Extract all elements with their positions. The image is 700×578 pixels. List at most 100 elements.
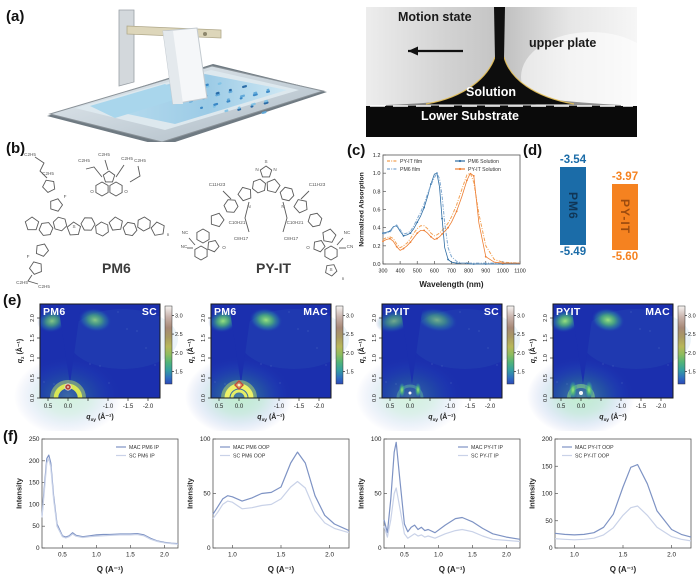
axis-label: Q (A⁻¹) <box>610 565 637 574</box>
series-py-it-film <box>382 172 521 264</box>
colorbar-tick-label: 2.0 <box>346 351 354 357</box>
x-tick-label: 1000 <box>497 269 509 275</box>
x-axis: 0.5 1.0 1.5 2.0 <box>400 545 511 559</box>
y-tick-label: 150 <box>29 480 40 487</box>
substituent-label: S <box>72 224 75 229</box>
giwaxs-scatter-pattern <box>356 303 520 436</box>
y-tick-label: 0.0 <box>201 394 207 402</box>
legend-label: SC PY-IT OOP <box>575 453 610 459</box>
axis-label: qz (Å⁻¹) <box>528 339 539 363</box>
legend-label: MAC PY-IT IP <box>471 445 504 451</box>
y-axis: 0 50 100 <box>200 436 216 552</box>
substituent-label: NC <box>181 244 188 249</box>
substituent-label: C2H5 <box>38 284 50 289</box>
pyit-lumo-value: -3.97 <box>611 171 639 183</box>
upper-plate-label: upper plate <box>529 36 597 50</box>
giwaxs-axes: 0.0 0.5 1.0 1.5 2.0 0.5 0.0 -1.0 -1.5 -2.0 <box>201 314 325 410</box>
y-tick-label: 0.5 <box>30 374 36 382</box>
linecut-chart-pm6-oop: 1.0 1.5 2.0 0 50 100 Q (A⁻¹) Intensity MAC PM6 O… <box>185 434 355 576</box>
legend: PY-IT film PM6 Solution PM6 film PY-IT Solu… <box>387 159 501 173</box>
giwaxs-axes: 0.0 0.5 1.0 1.5 2.0 0.5 0.0 -1.0 -1.5 -2.0 <box>30 314 154 410</box>
x-tick-label: 1100 <box>514 269 526 275</box>
giwaxs-panel-pm6-mac: 0.0 0.5 1.0 1.5 2.0 0.5 0.0 -1.0 -1.5 -2.0 qxy (Å⁻… <box>185 299 355 436</box>
x-tick-label: 0.0 <box>577 404 586 410</box>
legend-label: MAC PM6 OOP <box>233 445 270 451</box>
x-tick-label: 1.0 <box>228 552 237 559</box>
x-axis: 1.0 1.5 2.0 <box>228 545 334 559</box>
series-sc-pm6-ip <box>41 458 179 545</box>
panel-f-label: (f) <box>3 428 18 445</box>
y-tick-label: 100 <box>371 436 382 443</box>
chart-svg-absorption: 300 400 500 600 700 800 900 1000 11000.00.20.40.… <box>359 153 526 289</box>
giwaxs-material-label: PYIT <box>385 306 410 318</box>
x-tick-label: -1.0 <box>445 404 456 410</box>
giwaxs-scatter-pattern <box>14 303 178 436</box>
giwaxs-image-svg: 0.0 0.5 1.0 1.5 2.0 0.5 0.0 -1.0 -1.5 -2.0 qxy (Å⁻… <box>356 303 525 436</box>
colorbar-tick-label: 1.5 <box>517 370 525 376</box>
pyit-skeleton: S N N N N NC NC O O NC CN C11H23 C11H23 C10H21 C10H21 C… <box>181 159 354 281</box>
substituent-label: C10H21 <box>287 220 304 225</box>
coated-pattern <box>188 79 271 114</box>
colorbar-tick-label: 2.0 <box>517 351 525 357</box>
substituent-label: O <box>222 245 226 250</box>
meniscus-photo: Motion state upper plate Solution Lower … <box>366 7 661 137</box>
colorbar: 3.0 2.5 2.0 1.5 <box>335 305 354 385</box>
x-tick-label: 300 <box>379 269 388 275</box>
y-tick-label: 0.5 <box>372 374 378 382</box>
substituent-label: C2H5 <box>134 158 146 163</box>
x-tick-label: -1.5 <box>465 404 476 410</box>
linecut-chart-pyit-ip: 0.5 1.0 1.5 2.0 0 50 100 Q (A⁻¹) Intensity MAC PY… <box>356 434 526 576</box>
y-tick-label: 0.6 <box>373 208 381 214</box>
giwaxs-method-label: MAC <box>645 306 670 318</box>
x-tick-label: 2.0 <box>325 552 334 559</box>
x-tick-label: -2.0 <box>143 404 154 410</box>
panel-d-label: (d) <box>523 142 543 159</box>
axis-label: Intensity <box>15 477 24 509</box>
chart-svg-pyit_ip: 0.5 1.0 1.5 2.0 0 50 100 Q (A⁻¹) Intensity MAC PY… <box>357 436 521 574</box>
y-tick-label: 150 <box>542 463 553 470</box>
substituent-label: n <box>167 232 170 237</box>
colorbar-tick-label: 1.5 <box>688 370 696 376</box>
y-axis: 0.0 0.2 0.4 0.6 0.8 1.0 1.2 <box>373 153 386 268</box>
colorbar-tick-label: 2.0 <box>175 351 183 357</box>
colorbar-tick-label: 2.5 <box>175 332 183 338</box>
axis-label: Wavelength (nm) <box>419 280 483 289</box>
y-tick-label: 0.2 <box>373 244 381 250</box>
series-sc-pm6-oop <box>212 480 350 534</box>
y-tick-label: 1.2 <box>373 153 381 159</box>
substituent-label: C2H5 <box>121 156 133 161</box>
legend: MAC PM6 IP SC PM6 IP <box>116 445 160 459</box>
motion-arrow-icon <box>408 46 463 56</box>
x-tick-label: 700 <box>447 269 456 275</box>
substituent-label: N <box>273 167 276 172</box>
substituent-label: O <box>306 245 310 250</box>
colorbar-tick-label: 1.5 <box>346 370 354 376</box>
pyit-structure-drawing: S N N N N NC NC O O NC CN C11H23 C11H23 C10H21 C10H21 C… <box>179 148 354 292</box>
y-tick-label: 1.0 <box>543 354 549 362</box>
x-tick-label: 1.0 <box>570 552 579 559</box>
substituent-label: N <box>281 204 284 209</box>
substituent-label: C8H17 <box>284 236 299 241</box>
giwaxs-scatter-pattern <box>527 303 691 436</box>
x-tick-label: 1.5 <box>468 552 477 559</box>
substituent-label: N <box>255 167 258 172</box>
giwaxs-image-svg: 0.0 0.5 1.0 1.5 2.0 0.5 0.0 -1.0 -1.5 -2.0 qxy (Å⁻… <box>527 303 696 436</box>
y-tick-label: 0.8 <box>373 189 381 195</box>
x-tick-label: 0.5 <box>400 552 409 559</box>
legend-label: PY-IT Solution <box>468 167 501 173</box>
pyit-name-label: PY-IT <box>256 260 292 276</box>
y-tick-label: 200 <box>542 436 553 443</box>
y-tick-label: 0 <box>207 545 211 552</box>
axis-label: qxy (Å⁻¹) <box>428 412 455 423</box>
series-mac-py-it-oop <box>554 464 692 538</box>
giwaxs-axes: 0.0 0.5 1.0 1.5 2.0 0.5 0.0 -1.0 -1.5 -2.0 <box>372 314 496 410</box>
y-tick-label: 100 <box>200 436 211 443</box>
giwaxs-method-label: MAC <box>303 306 328 318</box>
substituent-label: n <box>342 276 345 281</box>
x-tick-label: 1.5 <box>277 552 286 559</box>
substituent-label: CN <box>347 244 354 249</box>
pm6-name-label: PM6 <box>102 260 131 276</box>
colorbar: 3.0 2.5 2.0 1.5 <box>164 305 183 385</box>
